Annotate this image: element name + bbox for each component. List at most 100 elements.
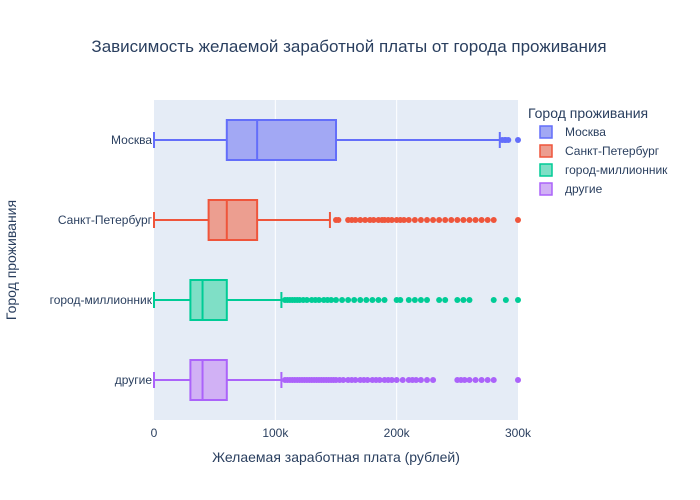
outlier-point [388, 217, 395, 223]
outlier-point [345, 297, 352, 303]
y-axis-title: Город проживания [3, 200, 19, 320]
x-tick-label: 0 [151, 426, 158, 440]
outlier-point [472, 217, 479, 223]
legend-swatch [539, 182, 553, 196]
outlier-point [472, 377, 479, 383]
outlier-point [411, 297, 418, 303]
y-tick-label: Москва [111, 133, 152, 147]
outlier-point [515, 217, 521, 223]
outlier-point [352, 217, 359, 223]
outlier-point [417, 217, 424, 223]
x-axis-ticks: 0 100k 200k 300k [151, 426, 532, 440]
outlier-point [454, 217, 461, 223]
box-iqr [189, 359, 228, 401]
outlier-point [515, 297, 521, 303]
outlier-point [370, 217, 377, 223]
outlier-point [405, 217, 412, 223]
outlier-point [484, 377, 491, 383]
legend-item: город-миллионник [539, 163, 668, 177]
box-iqr [225, 119, 337, 161]
outlier-point [466, 377, 473, 383]
outlier-point [376, 377, 383, 383]
outlier-point [316, 297, 323, 303]
y-tick-label: Санкт-Петербург [58, 213, 153, 227]
outlier-point [375, 297, 382, 303]
outlier-point [505, 137, 512, 143]
outlier-point [357, 217, 364, 223]
outlier-point [454, 297, 461, 303]
outlier-point [466, 217, 473, 223]
outlier-point [417, 297, 424, 303]
outlier-point [460, 217, 467, 223]
outlier-point [478, 217, 485, 223]
outlier-point [430, 217, 437, 223]
outlier-point [362, 217, 369, 223]
outlier-point [369, 297, 376, 303]
outlier-point [490, 217, 497, 223]
legend-label: город-миллионник [565, 163, 668, 177]
y-tick-label: город-миллионник [50, 293, 153, 307]
outlier-point [303, 297, 310, 303]
legend-swatch [539, 144, 553, 158]
outlier-point [339, 297, 346, 303]
outlier-point [478, 377, 485, 383]
x-tick-label: 200k [384, 426, 411, 440]
outlier-point [363, 297, 370, 303]
box-4 [153, 359, 521, 401]
outlier-point [381, 297, 388, 303]
legend-item: другие [539, 182, 603, 196]
box-series [153, 119, 521, 401]
outlier-point [484, 217, 491, 223]
box-iqr [207, 199, 259, 241]
outlier-point [442, 217, 449, 223]
outlier-point [351, 297, 358, 303]
box-iqr [189, 279, 228, 321]
outlier-point [502, 297, 509, 303]
y-axis-ticks: Москва Санкт-Петербург город-миллионник дру… [50, 133, 153, 387]
x-axis-title: Желаемая заработная плата (рублей) [212, 449, 460, 465]
box-3 [153, 279, 521, 321]
outlier-point [413, 377, 420, 383]
legend-item: Москва [539, 125, 606, 139]
outlier-point [400, 217, 407, 223]
outlier-point [357, 297, 364, 303]
outlier-point [328, 297, 335, 303]
legend-label: Москва [565, 125, 606, 139]
outlier-point [335, 217, 342, 223]
outlier-point [411, 217, 418, 223]
outlier-point [399, 377, 406, 383]
outlier-point [388, 377, 395, 383]
outlier-point [515, 377, 521, 383]
outlier-point [364, 377, 371, 383]
outlier-point [430, 377, 437, 383]
legend-swatch [539, 163, 553, 177]
outlier-point [393, 377, 400, 383]
legend-label: другие [565, 182, 603, 196]
outlier-point [442, 297, 449, 303]
outlier-point [515, 137, 521, 143]
outlier-point [333, 297, 339, 303]
outlier-point [405, 297, 412, 303]
outlier-point [417, 377, 424, 383]
outlier-point [424, 217, 430, 223]
outlier-point [436, 217, 443, 223]
legend-swatch [539, 125, 553, 139]
outlier-point [490, 377, 497, 383]
outlier-point [352, 377, 359, 383]
outlier-point [397, 297, 404, 303]
outlier-point [436, 297, 443, 303]
x-tick-label: 100k [262, 426, 289, 440]
chart-title: Зависимость желаемой заработной платы от… [91, 37, 606, 56]
legend: Город проживания Москва Санкт-Петербург го… [528, 105, 668, 196]
outlier-point [340, 377, 347, 383]
outlier-point [461, 377, 468, 383]
x-tick-label: 300k [505, 426, 532, 440]
outlier-point [424, 297, 430, 303]
outlier-point [448, 217, 455, 223]
outlier-point [424, 377, 430, 383]
legend-item: Санкт-Петербург [539, 144, 660, 158]
box-1 [153, 119, 521, 161]
y-tick-label: другие [115, 373, 153, 387]
outlier-point [466, 297, 473, 303]
